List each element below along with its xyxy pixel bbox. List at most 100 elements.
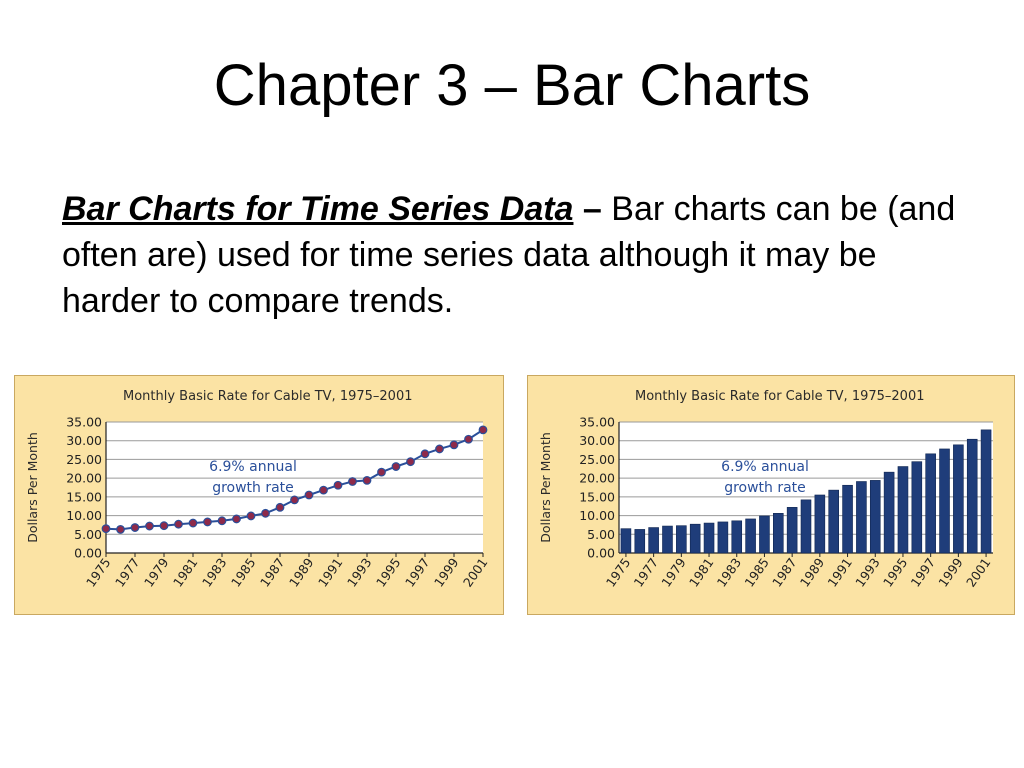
bar	[966, 438, 978, 554]
x-tick-label: 2001	[460, 555, 491, 590]
data-point	[275, 502, 285, 512]
bar	[634, 529, 646, 554]
x-tick-label: 1983	[199, 555, 230, 590]
bar	[939, 448, 950, 554]
bar	[925, 453, 936, 554]
data-point	[449, 440, 459, 450]
y-axis-label: Dollars Per Month	[25, 432, 40, 543]
y-tick-label: 25.00	[66, 452, 102, 467]
chart-annotation: 6.9% annual	[209, 459, 297, 475]
data-point	[159, 521, 169, 531]
y-axis-label: Dollars Per Month	[538, 432, 553, 543]
x-tick-label: 1997	[402, 555, 433, 590]
bar	[869, 480, 881, 554]
bar	[689, 523, 701, 554]
y-tick-label: 25.00	[579, 452, 615, 467]
x-tick-label: 1999	[431, 555, 462, 590]
data-point	[246, 511, 256, 521]
x-tick-label: 1999	[935, 555, 966, 590]
y-tick-label: 35.00	[66, 415, 102, 430]
x-tick-label: 1989	[286, 555, 317, 590]
x-tick-label: 1979	[141, 555, 172, 590]
chart-title: Monthly Basic Rate for Cable TV, 1975–20…	[635, 389, 925, 404]
y-tick-label: 30.00	[66, 433, 102, 448]
bar	[883, 471, 895, 554]
data-point	[130, 523, 140, 532]
bar	[620, 528, 632, 554]
x-tick-label: 1991	[315, 555, 346, 590]
y-tick-label: 10.00	[66, 508, 102, 523]
data-point	[348, 477, 357, 486]
data-point	[391, 462, 401, 471]
bar	[676, 525, 687, 554]
data-point	[420, 449, 430, 459]
bar	[814, 494, 826, 554]
bar	[759, 515, 770, 554]
x-tick-label: 1987	[257, 555, 288, 590]
chart-annotation: growth rate	[212, 480, 294, 496]
body-text: Bar Charts for Time Series Data – Bar ch…	[62, 186, 962, 324]
y-tick-label: 10.00	[579, 508, 615, 523]
bar	[953, 444, 964, 554]
bar	[648, 527, 659, 554]
slide-title: Chapter 3 – Bar Charts	[213, 53, 811, 118]
data-point	[319, 485, 328, 495]
y-tick-label: 30.00	[579, 433, 615, 448]
bar	[731, 520, 743, 554]
bar	[786, 507, 798, 554]
body-rest: Bar charts can be (and often are) used f…	[62, 190, 956, 320]
data-point	[174, 519, 183, 529]
x-tick-label: 1987	[769, 555, 800, 590]
y-tick-label: 5.00	[74, 527, 102, 542]
data-point	[362, 475, 372, 485]
x-tick-label: 1977	[631, 555, 662, 590]
bar	[842, 484, 853, 554]
x-tick-label: 1977	[112, 555, 143, 590]
data-point	[304, 490, 314, 500]
bar	[717, 521, 729, 554]
x-tick-label: 1993	[344, 555, 375, 590]
data-point	[188, 518, 198, 528]
data-point	[464, 434, 473, 444]
data-point	[116, 525, 125, 534]
data-point	[435, 444, 444, 454]
bar	[828, 489, 839, 554]
bar	[980, 429, 992, 554]
bar	[911, 461, 923, 554]
x-tick-label: 1995	[880, 555, 911, 590]
bar	[856, 481, 867, 554]
y-tick-label: 0.00	[587, 546, 615, 561]
y-tick-label: 35.00	[579, 415, 615, 430]
x-tick-label: 1989	[797, 555, 828, 590]
bar	[662, 525, 673, 554]
data-point	[406, 457, 415, 467]
line-chart: Monthly Basic Rate for Cable TV, 1975–20…	[25, 389, 491, 590]
data-point	[377, 467, 386, 477]
x-tick-label: 2001	[963, 555, 994, 590]
data-point	[232, 514, 241, 524]
x-tick-label: 1983	[714, 555, 745, 590]
data-point	[217, 516, 227, 526]
data-point	[101, 524, 111, 534]
data-point	[145, 521, 154, 531]
y-tick-label: 0.00	[74, 546, 102, 561]
x-tick-label: 1995	[373, 555, 404, 590]
y-tick-label: 15.00	[66, 489, 102, 504]
x-tick-label: 1991	[824, 555, 855, 590]
bar	[773, 513, 784, 554]
plot-area	[106, 422, 483, 553]
x-tick-label: 1985	[741, 555, 772, 590]
data-point	[290, 495, 299, 505]
bar-chart-panel: Monthly Basic Rate for Cable TV, 1975–20…	[527, 375, 1015, 615]
chart-annotation: 6.9% annual	[721, 459, 809, 475]
bar	[703, 522, 715, 554]
data-point	[261, 508, 270, 518]
body-dash: –	[573, 190, 612, 228]
x-tick-label: 1981	[170, 555, 201, 590]
x-tick-label: 1979	[658, 555, 689, 590]
body-lead: Bar Charts for Time Series Data	[62, 190, 574, 228]
x-tick-label: 1997	[908, 555, 939, 590]
y-tick-label: 20.00	[66, 471, 102, 486]
y-tick-label: 20.00	[579, 471, 615, 486]
y-tick-label: 15.00	[579, 489, 615, 504]
